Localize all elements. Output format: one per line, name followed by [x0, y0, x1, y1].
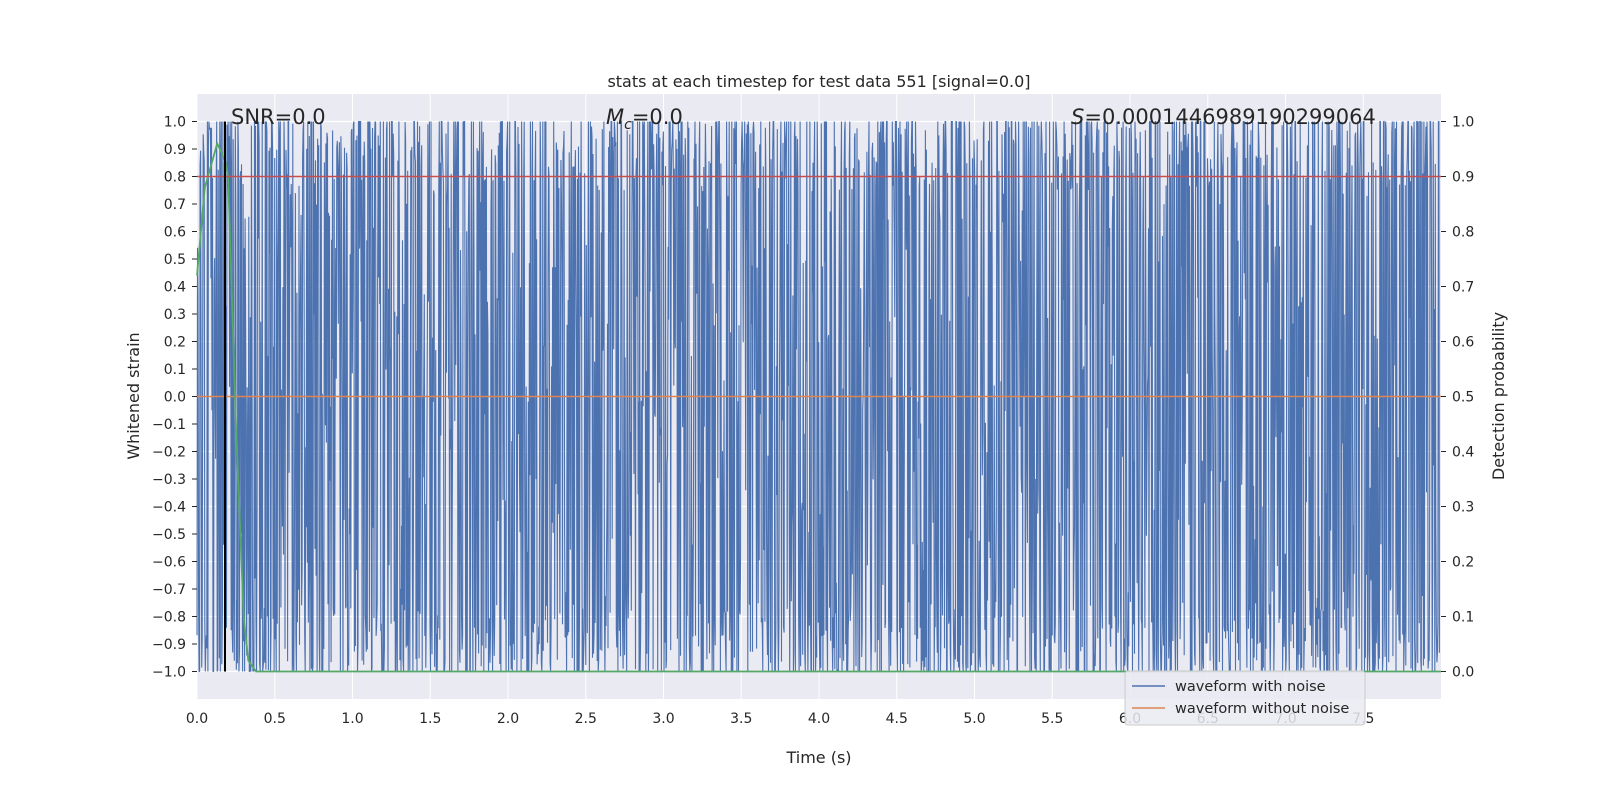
y2-tick-label: 0.8 — [1452, 225, 1474, 241]
s-value: =0.0001446989190299064 — [1084, 105, 1376, 129]
s-symbol: S — [1071, 105, 1084, 129]
y-tick-label: 0.7 — [164, 197, 186, 213]
y-tick-label: 0.6 — [164, 225, 186, 241]
y2-tick-labels: 1.0 0.9 0.8 0.7 0.6 0.5 0.4 0.3 0.2 0.1 0.0 — [1441, 115, 1474, 681]
y-tick-label: 0.9 — [164, 142, 186, 158]
y-axis-label: Whitened strain — [124, 332, 143, 459]
snr-annotation: SNR=0.0 — [231, 105, 326, 129]
y-tick-label: −0.7 — [152, 582, 186, 598]
y-tick-label: −0.4 — [152, 500, 186, 516]
x-tick-label: 4.5 — [886, 711, 908, 727]
y-tick-label: −1.0 — [152, 665, 186, 681]
y2-tick-label: 0.6 — [1452, 335, 1474, 351]
x-tick-label: 5.0 — [963, 711, 985, 727]
y-tick-label: −0.8 — [152, 610, 186, 626]
series-waveform-with-noise — [196, 120, 1440, 674]
y-tick-labels: 1.0 0.9 0.8 0.7 0.6 0.5 0.4 0.3 0.2 0.1 0.0 −0.1 −0.… — [152, 115, 197, 681]
y-tick-label: 0.1 — [164, 362, 186, 378]
y-tick-label: 0.3 — [164, 307, 186, 323]
x-tick-label: 1.0 — [341, 711, 363, 727]
s-annotation: S=0.0001446989190299064 — [1071, 105, 1376, 129]
y2-axis-label: Detection probability — [1489, 312, 1508, 480]
x-tick-label: 2.5 — [575, 711, 597, 727]
x-axis-label: Time (s) — [785, 748, 851, 767]
legend-label-noise: waveform with noise — [1175, 679, 1326, 695]
y-tick-label: −0.1 — [152, 417, 186, 433]
waveform-with-noise-line — [196, 120, 1440, 674]
x-tick-label: 1.5 — [419, 711, 441, 727]
y-tick-label: −0.9 — [152, 637, 186, 653]
y2-tick-label: 0.7 — [1452, 280, 1474, 296]
y2-tick-label: 0.3 — [1452, 500, 1474, 516]
mc-subscript: c — [624, 117, 632, 133]
y-tick-label: −0.5 — [152, 527, 186, 543]
y-tick-label: 0.4 — [164, 280, 186, 296]
y-tick-label: 1.0 — [164, 115, 186, 131]
y2-tick-label: 0.9 — [1452, 170, 1474, 186]
x-tick-label: 0.5 — [264, 711, 286, 727]
x-tick-label: 2.0 — [497, 711, 519, 727]
chart-title: stats at each timestep for test data 551… — [607, 72, 1030, 91]
y2-tick-label: 0.1 — [1452, 610, 1474, 626]
series-lines — [196, 121, 1441, 673]
y-tick-label: −0.3 — [152, 472, 186, 488]
y-tick-label: 0.2 — [164, 335, 186, 351]
y2-tick-label: 0.4 — [1452, 445, 1474, 461]
legend-label-clean: waveform without noise — [1175, 701, 1349, 717]
x-tick-label: 0.0 — [186, 711, 208, 727]
y-tick-label: −0.2 — [152, 445, 186, 461]
legend-box — [1124, 670, 1366, 726]
x-tick-label: 5.5 — [1041, 711, 1063, 727]
y2-tick-label: 0.0 — [1452, 665, 1474, 681]
x-tick-label: 3.0 — [652, 711, 674, 727]
y2-tick-label: 0.5 — [1452, 390, 1474, 406]
y2-tick-label: 0.2 — [1452, 555, 1474, 571]
y-tick-label: 0.8 — [164, 170, 186, 186]
y-tick-label: −0.6 — [152, 555, 186, 571]
x-tick-label: 4.0 — [808, 711, 830, 727]
y-tick-label: 0.0 — [164, 390, 186, 406]
legend: waveform with noise waveform without noi… — [1124, 670, 1366, 726]
y-tick-label: 0.5 — [164, 252, 186, 268]
mc-annotation: Mc=0.0 — [606, 105, 683, 133]
mc-symbol: M — [606, 105, 624, 129]
mc-value: =0.0 — [632, 105, 683, 129]
x-tick-label: 3.5 — [730, 711, 752, 727]
y2-tick-label: 1.0 — [1452, 115, 1474, 131]
